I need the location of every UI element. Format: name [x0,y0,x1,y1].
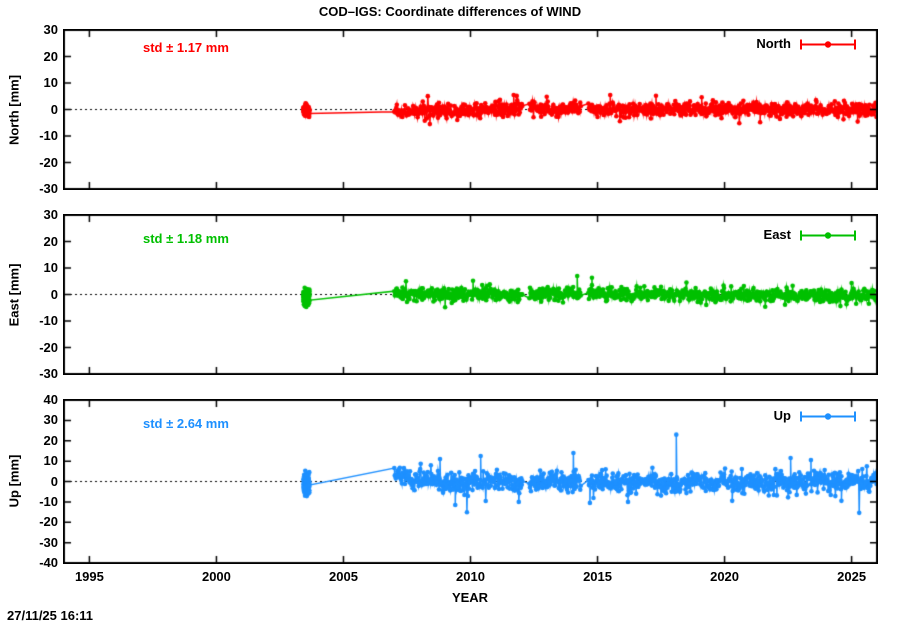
legend-label-east: East [763,227,791,242]
std-annotation-north: std ± 1.17 mm [143,40,229,55]
y-tick-label: -30 [39,534,58,550]
chart-title: COD–IGS: Coordinate differences of WIND [318,4,582,19]
scatter-plot-up [63,399,878,564]
legend-label-north: North [756,36,791,51]
y-tick-label: 20 [43,233,58,249]
y-tick-label: -30 [39,366,58,381]
y-tick-label: 0 [50,286,58,302]
std-annotation-east: std ± 1.18 mm [143,231,229,246]
x-tick-label: 2015 [583,569,612,584]
y-tick-label: 0 [50,473,58,489]
x-tick-label: 2005 [329,569,358,584]
y-tick-label: 30 [43,207,58,222]
y-tick-label: -20 [39,514,58,530]
legend-north: North [756,37,857,51]
x-axis-label: YEAR [451,590,489,605]
y-tick-label: -10 [39,493,58,509]
x-tick-label: 2025 [837,569,867,584]
x-tick-label: 1995 [74,569,104,584]
y-tick-label: 10 [43,453,58,469]
y-tick-label: -40 [39,555,58,570]
x-tick-label: 2000 [201,569,231,584]
errorbar-sample-icon [800,39,856,49]
scatter-plot-east [63,214,878,375]
y-tick-label: -20 [39,339,58,355]
legend-up: Up [774,409,857,423]
y-tick-label: 10 [43,75,58,90]
y-tick-label: 30 [43,22,58,37]
legend-label-up: Up [773,408,791,423]
y-tick-label: 10 [43,260,58,275]
y-tick-label: 20 [43,48,58,64]
y-tick-label: -30 [39,181,58,196]
y-tick-label: 40 [43,392,58,407]
y-tick-label: 30 [43,412,58,428]
x-tick-label: 2020 [710,569,740,584]
y-tick-label: -10 [39,128,58,143]
y-tick-label: -10 [39,313,58,328]
x-tick-label: 2010 [456,569,485,584]
plot-timestamp: 27/11/25 16:11 [7,608,94,623]
std-annotation-up: std ± 2.64 mm [143,416,229,431]
legend-east: East [764,228,857,242]
errorbar-sample-icon [800,411,856,421]
y-tick-label: -20 [39,154,58,170]
y-tick-label: 0 [50,101,58,117]
errorbar-sample-icon [800,230,856,240]
scatter-plot-north [63,29,878,190]
y-tick-label: 20 [43,432,58,448]
